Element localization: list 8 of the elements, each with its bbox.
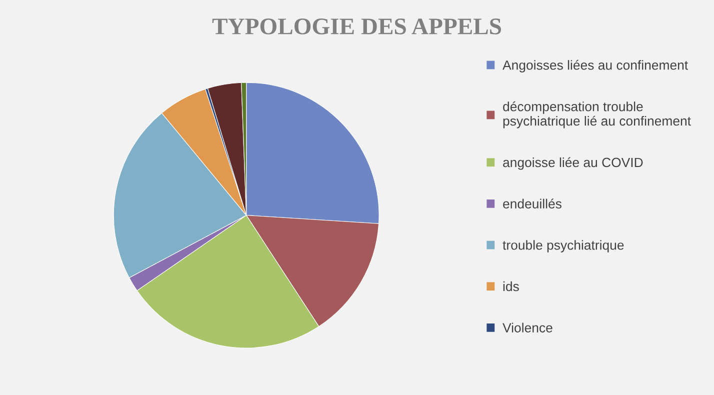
legend-label: décompensation trouble psychiatrique lié au confinement <box>503 101 691 128</box>
legend-label: ids <box>503 281 519 292</box>
chart-title: TYPOLOGIE DES APPELS <box>212 18 501 34</box>
legend-label: endeuillés <box>503 198 562 208</box>
legend-label: trouble psychiatrique <box>502 240 624 252</box>
legend-label: angoisse liée au COVID <box>503 157 643 170</box>
legend-label: Violence <box>502 322 552 332</box>
legend-label: Angoisses liées au confinement <box>502 60 688 72</box>
